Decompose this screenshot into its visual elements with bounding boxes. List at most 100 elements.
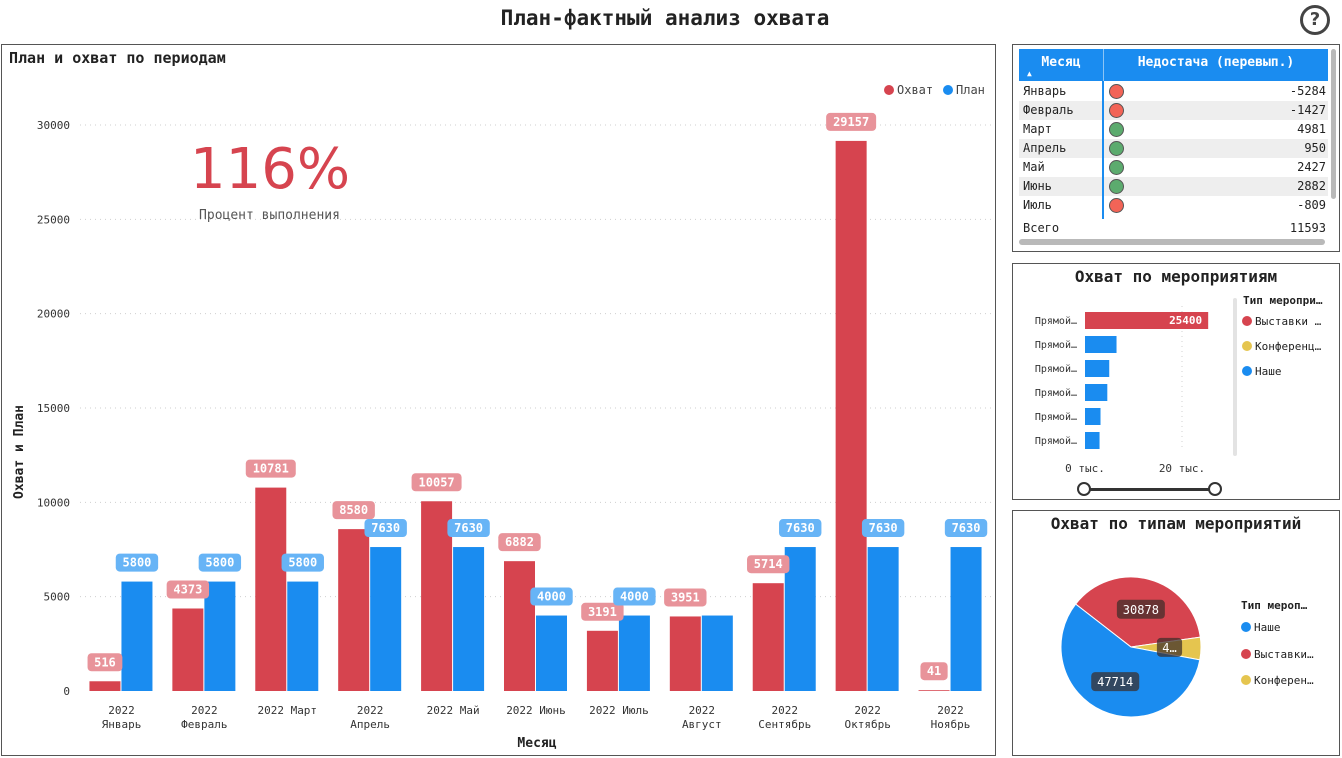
table-horizontal-scrollbar[interactable]	[1019, 239, 1325, 245]
table-vertical-scrollbar[interactable]	[1331, 49, 1336, 199]
legend-label: Наше	[1255, 365, 1282, 378]
zoom-slider-left-handle[interactable]	[1077, 482, 1091, 496]
x-tick-label: 2022	[771, 704, 798, 717]
bar-plan	[536, 615, 567, 691]
y-tick-label: Прямой…	[1035, 363, 1077, 375]
bar-plan	[618, 615, 650, 691]
status-indicator-icon	[1109, 160, 1124, 175]
bar-plan	[121, 581, 153, 691]
row-value: -809	[1297, 198, 1326, 212]
row-value: 4981	[1297, 122, 1326, 136]
data-label-reach: 6882	[505, 535, 534, 549]
row-value: 2427	[1297, 160, 1326, 174]
events-bar-chart: 0 тыс. 20 тыс. Прямой… 25400 Прямой… Прямой… П…	[1035, 306, 1209, 475]
types-legend-title: Тип мероп…	[1241, 599, 1308, 612]
bar-plan	[204, 581, 236, 691]
y-tick-label: 30000	[37, 119, 70, 132]
data-label-plan-bg	[613, 587, 656, 606]
sort-ascending-icon[interactable]: ▲	[1027, 69, 1032, 78]
events-legend-item[interactable]: Выставки …	[1242, 315, 1321, 328]
types-legend-item[interactable]: Наше	[1241, 621, 1281, 634]
row-month: Май	[1023, 160, 1045, 174]
x-tick-label: Ноябрь	[931, 718, 971, 731]
y-tick-label: 15000	[37, 402, 70, 415]
data-label-reach: 516	[94, 655, 116, 669]
y-tick-label: Прямой…	[1035, 435, 1077, 447]
legend-marker	[1241, 622, 1251, 632]
zoom-slider-track[interactable]	[1085, 488, 1215, 491]
types-legend-item[interactable]: Конферен…	[1241, 674, 1314, 687]
data-label-plan: 7630	[869, 521, 898, 535]
x-tick-label: Август	[682, 718, 722, 731]
bar-reach	[421, 501, 453, 691]
y-tick-label: 25000	[37, 213, 70, 226]
bar-plan	[287, 581, 319, 691]
data-label-plan: 4000	[620, 590, 649, 604]
column-divider	[1102, 81, 1104, 238]
bar-plan	[701, 615, 733, 691]
types-legend-item[interactable]: Выставки…	[1241, 648, 1314, 661]
data-label: 25400	[1169, 314, 1202, 327]
table-row[interactable]: Февраль -1427	[1019, 101, 1328, 120]
y-tick-label: Прямой…	[1035, 315, 1077, 327]
row-value: -5284	[1289, 84, 1326, 98]
zoom-slider-right-handle[interactable]	[1208, 482, 1222, 496]
page-title: План-фактный анализ охвата	[500, 6, 830, 30]
bar-plan	[950, 547, 982, 691]
y-tick-label: 10000	[37, 496, 70, 509]
bar-reach	[338, 529, 370, 691]
events-legend-title: Тип меропри…	[1243, 294, 1323, 307]
y-tick-label: 20000	[37, 308, 70, 321]
kpi-value: 116%	[189, 137, 351, 202]
table-row[interactable]: Июнь 2882	[1019, 177, 1328, 196]
data-label-plan-bg	[861, 519, 905, 538]
column-header-month[interactable]: Месяц	[1041, 55, 1081, 70]
pie-data-label: 30878	[1123, 603, 1159, 617]
legend-label: Выставки…	[1254, 648, 1314, 661]
events-chart-panel: Охват по мероприятиям 0 тыс. 20 тыс. Прямо…	[1012, 263, 1340, 500]
column-header-shortfall[interactable]: Недостача (перевып.)	[1137, 55, 1295, 70]
data-label-plan-bg	[364, 519, 407, 538]
table-row[interactable]: Апрель 950	[1019, 139, 1328, 158]
x-tick-label: 2022 Июль	[589, 704, 649, 717]
events-chart-title: Охват по мероприятиям	[1074, 267, 1278, 286]
data-label-plan: 7630	[786, 521, 815, 535]
data-label-reach: 3191	[588, 605, 617, 619]
x-tick-label: 2022	[191, 704, 218, 717]
events-chart-scrollbar[interactable]	[1233, 298, 1237, 456]
legend-marker	[1242, 366, 1252, 376]
events-legend-item[interactable]: Конференц…	[1242, 340, 1321, 353]
event-bar	[1085, 432, 1100, 449]
events-legend-item[interactable]: Наше	[1242, 365, 1282, 378]
data-label-reach-bg	[87, 653, 123, 672]
bar-reach	[586, 630, 618, 691]
types-pie-chart: 47714 30878 4…	[1060, 576, 1202, 718]
data-label-reach-bg	[581, 602, 624, 621]
table-row[interactable]: Март 4981	[1019, 120, 1328, 139]
x-tick-label: 20 тыс.	[1159, 462, 1205, 475]
data-label-reach-bg	[920, 662, 948, 681]
event-bar	[1085, 408, 1101, 425]
table-row[interactable]: Май 2427	[1019, 158, 1328, 177]
bar-plan	[370, 547, 402, 691]
data-label-reach: 10057	[419, 475, 455, 489]
x-tick-label: 2022	[937, 704, 964, 717]
table-row[interactable]: Июль -809	[1019, 196, 1328, 215]
data-label-plan-bg	[447, 519, 490, 538]
help-icon[interactable]: ?	[1300, 5, 1330, 35]
data-label-reach: 10781	[253, 462, 289, 476]
legend-marker	[1241, 649, 1251, 659]
data-label-reach: 3951	[671, 590, 700, 604]
table-row[interactable]: Январь -5284	[1019, 82, 1328, 101]
y-tick-label: Прямой…	[1035, 411, 1077, 423]
table-total-row: Всего 11593	[1019, 219, 1328, 238]
data-label-reach-bg	[747, 555, 790, 574]
data-label-reach-bg	[245, 459, 296, 478]
data-label-reach-bg	[332, 501, 375, 520]
main-chart-title: План и охват по периодам	[9, 49, 226, 67]
x-tick-label: 2022	[689, 704, 716, 717]
legend-marker-reach	[884, 85, 894, 95]
y-axis-title: Охват и План	[12, 405, 27, 499]
bar-reach	[918, 690, 950, 691]
data-label-reach: 29157	[833, 115, 869, 129]
